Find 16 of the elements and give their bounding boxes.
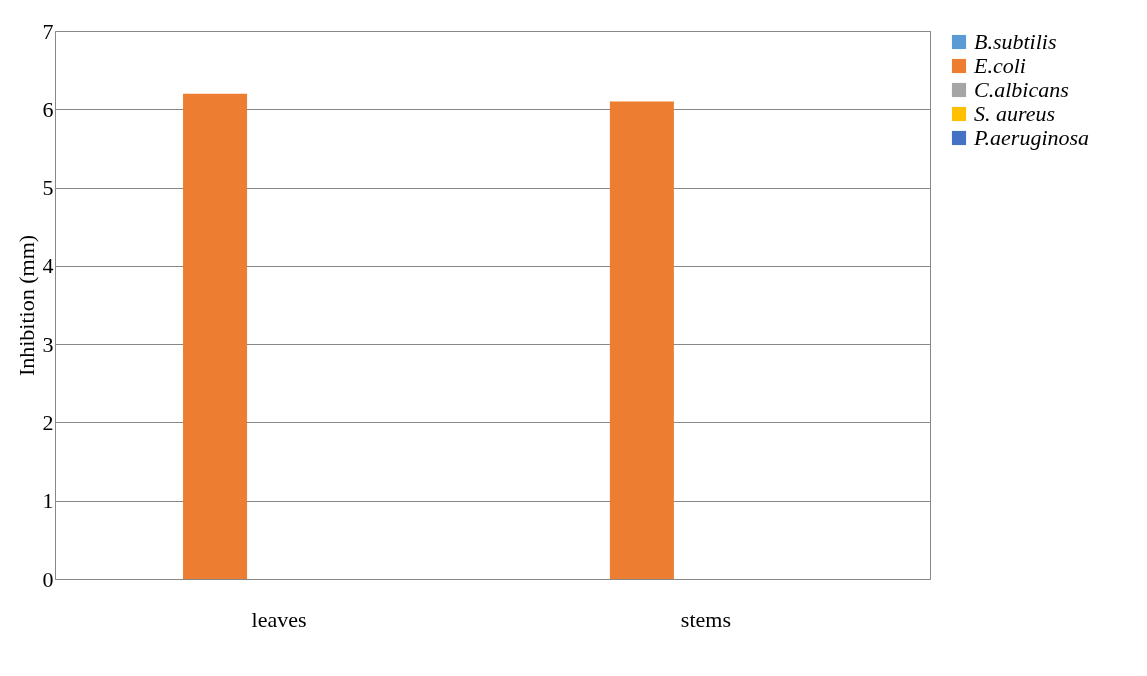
y-tick-label: 1: [42, 488, 54, 514]
legend-label: S. aureus: [974, 101, 1056, 126]
x-tick-label: stems: [680, 606, 731, 632]
legend-label: B.subtilis: [974, 29, 1057, 54]
legend-label: P.aeruginosa: [973, 125, 1090, 150]
legend-label: E.coli: [973, 53, 1026, 78]
y-axis-title: Inhibition (mm): [13, 234, 39, 377]
legend-label: C.albicans: [974, 77, 1069, 102]
y-tick-label: 0: [42, 566, 54, 592]
y-tick-label: 4: [42, 253, 54, 279]
y-tick-label: 3: [42, 331, 54, 357]
y-tick-label: 7: [42, 18, 54, 44]
y-tick-label: 2: [42, 409, 54, 435]
y-tick-label: 6: [42, 96, 54, 122]
x-tick-label: leaves: [251, 606, 307, 632]
y-tick-label: 5: [42, 175, 54, 201]
